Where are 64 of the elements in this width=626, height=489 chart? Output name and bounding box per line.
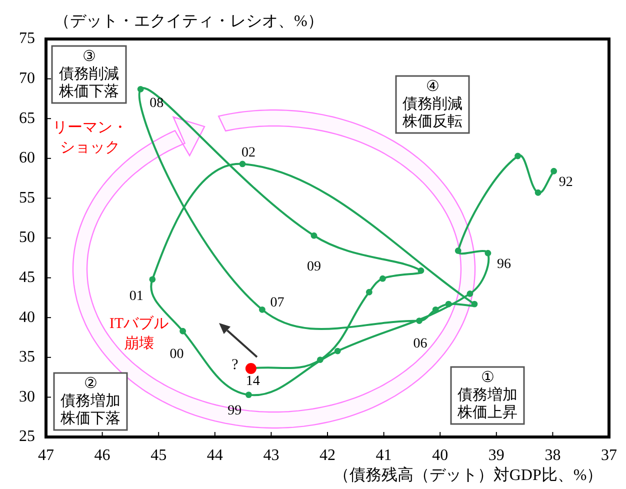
point	[466, 290, 474, 297]
y-tick-label: 35	[19, 348, 35, 366]
annotation: 00	[170, 346, 184, 362]
point	[432, 306, 439, 313]
x-tick-label: 40	[432, 446, 448, 464]
annotation: 06	[413, 336, 428, 352]
point	[366, 288, 372, 296]
y-tick-label: 45	[19, 269, 35, 286]
point	[418, 267, 424, 274]
point	[534, 189, 542, 196]
y-tick-label: 65	[19, 110, 35, 127]
x-tick-label: 39	[488, 446, 504, 464]
annotation: 96	[496, 256, 511, 272]
point	[310, 232, 318, 239]
annotation: 92	[558, 174, 573, 190]
annotation: ②債務増加株価下落	[60, 376, 120, 427]
x-tick-label: 47	[38, 446, 54, 464]
point	[258, 306, 266, 313]
x-tick-label: 38	[544, 446, 561, 464]
point	[180, 328, 186, 334]
y-tick-label: 30	[19, 388, 35, 406]
x-tick-label: 45	[150, 446, 167, 464]
annotation: ④債務削減株価反転	[402, 78, 462, 130]
x-axis-title: （債務残高（デット）対GDP比、%）	[333, 466, 603, 484]
y-tick-label: 60	[19, 150, 35, 167]
annotation: ①債務増加株価上昇	[456, 370, 518, 421]
point	[550, 168, 558, 174]
point	[445, 300, 452, 308]
annotation: リーマン・ショック	[52, 120, 128, 156]
annotation: 14	[246, 374, 260, 390]
y-tick-label: 25	[19, 428, 35, 446]
y-tick-label: 40	[19, 308, 35, 326]
annotation: ?	[232, 356, 239, 373]
annotation: 08	[150, 96, 164, 111]
annotation: 09	[306, 259, 321, 274]
point	[137, 86, 144, 92]
x-tick-label: 44	[206, 446, 223, 464]
point	[334, 348, 341, 354]
y-tick-label: 70	[19, 70, 35, 88]
y-tick-label: 55	[19, 189, 35, 206]
annotation: 99	[228, 403, 242, 418]
x-tick-label: 37	[601, 446, 617, 464]
point	[379, 275, 386, 282]
annotation: 02	[241, 146, 256, 161]
point	[471, 300, 478, 308]
point	[316, 356, 324, 363]
x-tick-label: 42	[320, 446, 336, 464]
point	[514, 152, 521, 160]
point	[239, 160, 246, 168]
x-tick-label: 43	[263, 446, 280, 464]
x-tick-label: 46	[94, 446, 110, 464]
x-tick-label: 41	[376, 446, 392, 464]
point	[454, 248, 462, 254]
y-axis-title: （デット・エクイティ・レシオ、%）	[54, 13, 324, 30]
annotation: 01	[129, 289, 144, 304]
point	[484, 250, 492, 256]
annotation: ③債務削減株価下落	[58, 48, 119, 100]
point	[416, 318, 422, 324]
annotation: 07	[270, 295, 284, 310]
y-tick-label: 75	[19, 30, 35, 48]
point	[245, 392, 252, 398]
y-tick-label: 50	[19, 229, 35, 246]
point	[149, 276, 156, 283]
annotation: ITバブル崩壊	[109, 314, 169, 352]
